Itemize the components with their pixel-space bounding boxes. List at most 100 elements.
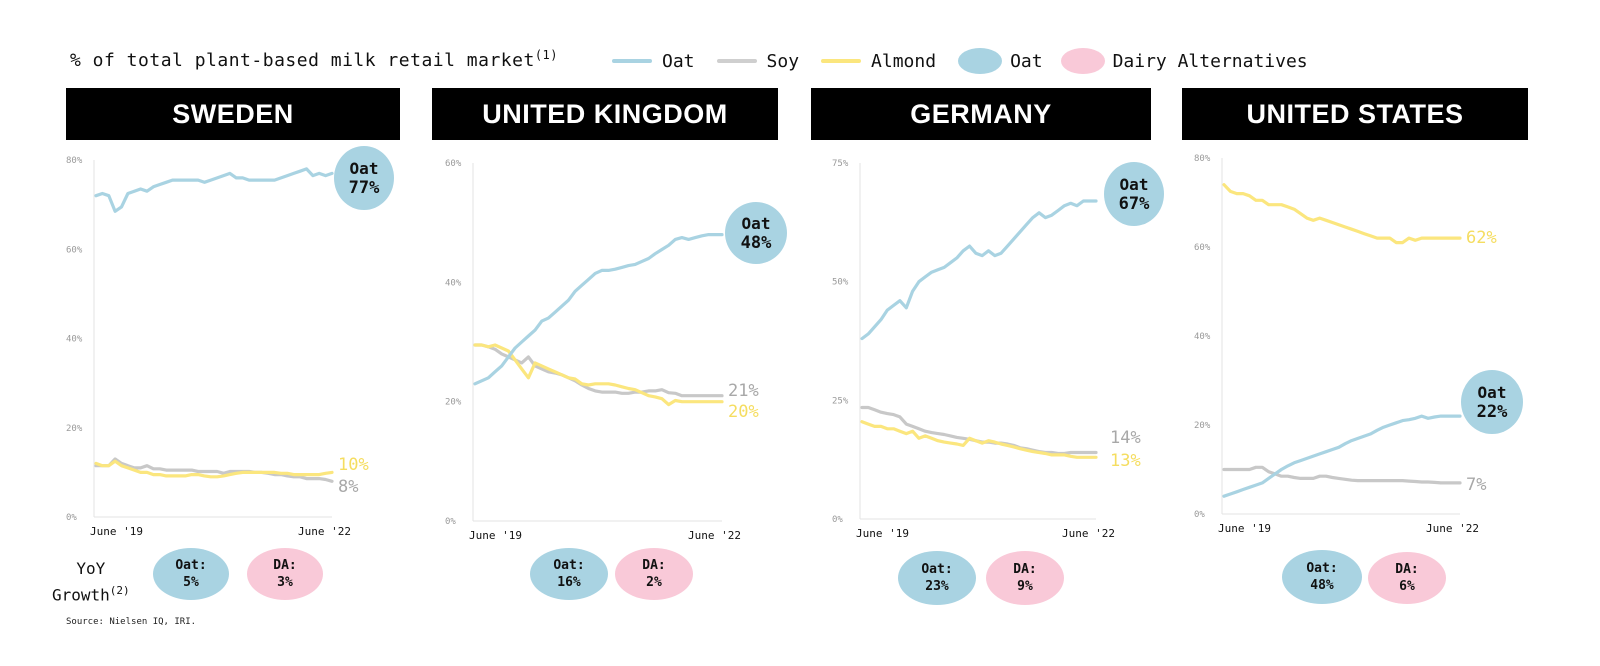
growth-da-value: 3% <box>277 575 293 590</box>
header-title-footnote: (1) <box>534 48 559 62</box>
y-tick-label: 80% <box>1194 154 1211 164</box>
series-line-almond <box>94 459 334 479</box>
almond-end-label: 13% <box>1110 451 1141 471</box>
chart-header-title: % of total plant-based milk retail marke… <box>70 48 558 71</box>
yoy-growth-footnote: (2) <box>109 584 130 597</box>
series-line-soy <box>94 457 334 483</box>
y-tick-label: 0% <box>66 513 77 523</box>
series-line-almond <box>473 343 724 407</box>
legend-da-blob-swatch <box>1060 48 1105 74</box>
x-tick-label-start: June '19 <box>1218 522 1271 535</box>
y-tick-label: 50% <box>832 278 849 288</box>
x-tick-label-end: June '22 <box>1062 527 1115 540</box>
y-tick-label: 60% <box>1194 243 1211 253</box>
growth-oat-value: 48% <box>1310 578 1334 593</box>
growth-pill-oat-uk: Oat: 16% <box>530 548 608 600</box>
oat-badge-value: 22% <box>1477 402 1508 422</box>
soy-end-label: 21% <box>728 381 759 401</box>
legend-almond-line-swatch <box>821 59 862 63</box>
series-line-almond <box>1222 183 1462 245</box>
growth-da-label: DA: <box>273 558 297 573</box>
country-title-germany: GERMANY <box>811 88 1151 140</box>
country-title-united-kingdom: UNITED KINGDOM <box>432 88 778 140</box>
y-tick-label: 20% <box>66 424 83 434</box>
oat-badge-value: 48% <box>741 233 772 253</box>
y-tick-label: 0% <box>832 515 843 525</box>
oat-end-badge <box>334 146 394 210</box>
y-tick-label: 0% <box>445 517 456 527</box>
oat-badge-label: Oat <box>742 214 771 233</box>
y-tick-label: 40% <box>445 278 462 288</box>
x-tick-label-start: June '19 <box>90 525 143 538</box>
series-line-oat <box>473 233 724 386</box>
series-line-soy <box>1222 465 1462 485</box>
y-tick-label: 75% <box>832 159 849 169</box>
legend-item-almond-line: Almond <box>821 51 936 72</box>
growth-oat-label: Oat: <box>175 558 207 573</box>
legend-oat-line-label: Oat <box>662 50 695 72</box>
growth-da-value: 2% <box>646 575 662 590</box>
growth-oat-value: 5% <box>183 575 199 590</box>
y-tick-label: 40% <box>66 335 83 345</box>
legend-da-blob-label: Dairy Alternatives <box>1112 50 1308 72</box>
x-tick-label-end: June '22 <box>1426 522 1479 535</box>
growth-pill-oat-us: Oat: 48% <box>1282 550 1362 604</box>
yoy-growth-line2: Growth <box>52 585 110 605</box>
almond-end-label: 10% <box>338 455 369 475</box>
legend-almond-line-label: Almond <box>871 50 937 72</box>
oat-end-badge <box>1461 370 1523 434</box>
growth-da-label: DA: <box>642 558 666 573</box>
y-tick-label: 60% <box>66 245 83 255</box>
almond-end-label: 62% <box>1466 228 1497 248</box>
legend-item-da-blob: Dairy Alternatives <box>1060 48 1308 74</box>
growth-da-value: 6% <box>1399 579 1415 594</box>
growth-oat-label: Oat: <box>553 558 585 573</box>
oat-end-badge <box>725 202 787 264</box>
legend-item-soy-line: Soy <box>716 50 800 72</box>
oat-badge-label: Oat <box>1478 383 1507 402</box>
y-tick-label: 40% <box>1194 332 1211 342</box>
soy-end-label: 14% <box>1110 428 1141 448</box>
growth-da-label: DA: <box>1013 562 1037 577</box>
legend: Oat Soy Almond Oat Dairy Alternatives <box>612 46 1326 76</box>
yoy-growth-label: YoY Growth(2) <box>52 558 130 606</box>
growth-pill-da-uk: DA: 2% <box>615 548 693 600</box>
legend-item-oat-blob: Oat <box>958 48 1043 74</box>
growth-pill-oat-germany: Oat: 23% <box>898 551 976 605</box>
growth-oat-label: Oat: <box>921 562 953 577</box>
oat-end-badge <box>1104 162 1164 226</box>
y-tick-label: 80% <box>66 156 83 166</box>
growth-pill-da-us: DA: 6% <box>1368 552 1446 604</box>
growth-pill-oat-sweden: Oat: 5% <box>153 548 229 600</box>
x-tick-label-end: June '22 <box>688 529 741 542</box>
growth-oat-value: 16% <box>557 575 581 590</box>
growth-oat-value: 23% <box>925 579 949 594</box>
oat-badge-value: 77% <box>349 178 380 198</box>
series-line-oat <box>860 199 1098 341</box>
legend-soy-line-label: Soy <box>766 50 800 72</box>
growth-da-value: 9% <box>1017 579 1033 594</box>
x-tick-label-start: June '19 <box>469 529 522 542</box>
header-title-text: % of total plant-based milk retail marke… <box>70 50 535 71</box>
growth-da-label: DA: <box>1395 562 1419 577</box>
oat-badge-label: Oat <box>350 159 379 178</box>
legend-soy-line-swatch <box>716 59 757 63</box>
country-title-sweden: SWEDEN <box>66 88 400 140</box>
legend-item-oat-line: Oat <box>612 51 695 72</box>
almond-end-label: 20% <box>728 402 759 422</box>
series-line-almond <box>860 420 1098 459</box>
x-tick-label-start: June '19 <box>856 527 909 540</box>
growth-pill-da-sweden: DA: 3% <box>247 548 323 600</box>
oat-badge-label: Oat <box>1120 175 1149 194</box>
y-tick-label: 25% <box>832 396 849 406</box>
growth-pill-da-germany: DA: 9% <box>986 551 1064 605</box>
growth-oat-label: Oat: <box>1306 561 1338 576</box>
y-tick-label: 20% <box>445 398 462 408</box>
soy-end-label: 8% <box>338 477 358 497</box>
legend-oat-blob-swatch <box>958 48 1003 74</box>
